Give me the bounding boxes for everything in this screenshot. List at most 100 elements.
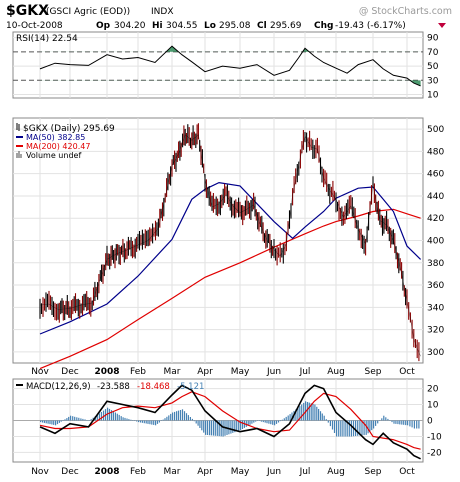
macd-histogram-bar (199, 420, 201, 428)
macd-histogram-bar (134, 420, 136, 421)
rsi-tick-label: 30 (427, 76, 439, 86)
month-label: Feb (130, 467, 146, 477)
macd-histogram-bar (318, 409, 320, 421)
macd-histogram-bar (395, 420, 397, 424)
macd-histogram-bar (331, 420, 334, 430)
macd-histogram-bar (208, 420, 211, 436)
macd-histogram-bar (43, 420, 45, 423)
macd-histogram-bar (56, 420, 59, 425)
macd-histogram-bar (363, 420, 365, 436)
macd-histogram-bar (306, 402, 309, 421)
macd-histogram-bar (116, 413, 118, 421)
macd-tick-label: -20 (427, 448, 442, 458)
rsi-tick-label: 10 (427, 90, 439, 100)
macd-histogram-bar (86, 420, 88, 421)
month-label: Jul (299, 367, 311, 377)
macd-histogram-bar (102, 410, 105, 421)
macd-histogram-bar (291, 412, 293, 421)
macd-histogram-bar (365, 420, 367, 435)
macd-histogram-bar (136, 420, 138, 422)
month-label: Mar (164, 367, 181, 377)
macd-histogram-bar (234, 420, 236, 433)
macd-histogram-bar (62, 420, 64, 421)
macd-histogram-bar (55, 420, 57, 426)
macd-histogram-bar (51, 420, 53, 425)
rsi-tick-label: 90 (427, 34, 439, 44)
symbol-description: (GSCI Agric (EOD)) (46, 7, 130, 17)
price-tick-label: 340 (427, 303, 444, 313)
price-tick-label: 300 (427, 348, 444, 358)
month-label: Jun (266, 367, 281, 377)
macd-histogram-bar (78, 417, 80, 421)
macd-histogram-bar (141, 420, 143, 423)
macd-histogram-bar (166, 416, 168, 421)
macd-histogram-bar (325, 419, 327, 421)
macd-histogram-bar (357, 420, 359, 436)
macd-histogram-bar (143, 420, 145, 424)
macd-histogram-bar (379, 420, 381, 421)
macd-hist-value: -5.121 (177, 382, 204, 392)
macd-histogram-bar (377, 420, 379, 424)
macd-histogram-bar (275, 420, 278, 424)
macd-histogram-bar (145, 420, 147, 424)
month-label: Sep (365, 467, 382, 477)
watermark: @ StockCharts.com (359, 6, 452, 17)
month-label: Sep (365, 367, 382, 377)
macd-tick-label: 0 (427, 417, 433, 427)
month-label: Apr (197, 467, 213, 477)
macd-histogram-bar (230, 420, 232, 434)
macd-histogram-bar (197, 420, 199, 426)
macd-histogram-bar (96, 414, 98, 421)
macd-histogram-bar (393, 420, 395, 424)
macd-histogram-bar (130, 419, 132, 421)
macd-histogram-bar (88, 420, 90, 421)
macd-tick-label: -10 (427, 432, 442, 442)
price-line (39, 134, 421, 357)
macd-histogram-bar (255, 420, 257, 422)
macd-histogram-bar (281, 419, 283, 421)
open-label: Op (96, 21, 111, 31)
price-tick-label: 320 (427, 326, 444, 336)
month-label: Jul (299, 467, 311, 477)
macd-histogram-bar (403, 420, 405, 425)
macd-histogram-bar (411, 420, 413, 428)
symbol-exchange: INDX (151, 7, 173, 17)
macd-histogram-bar (327, 420, 329, 423)
month-label: 2008 (94, 467, 119, 477)
macd-tick-label: 10 (427, 401, 439, 411)
macd-histogram-bar (176, 411, 178, 421)
month-label: Apr (197, 367, 213, 377)
rsi-tick-label: 50 (427, 62, 439, 72)
macd-histogram-bar (359, 420, 361, 436)
macd-histogram-bar (84, 419, 86, 421)
macd-histogram-bar (80, 418, 82, 421)
macd-histogram-bar (160, 420, 162, 421)
price-tick-label: 460 (427, 170, 444, 180)
macd-histogram-bar (76, 417, 78, 421)
macd-histogram-bar (212, 420, 214, 436)
macd-histogram-bar (74, 416, 76, 421)
macd-histogram-bar (110, 410, 113, 421)
macd-histogram-bar (147, 420, 149, 424)
price-tick-label: 380 (427, 259, 444, 269)
month-label: Aug (327, 467, 345, 477)
macd-histogram-bar (41, 420, 44, 423)
close-value: 295.69 (270, 21, 302, 31)
legend-price: $GKX (Daily) 295.69 (23, 124, 115, 134)
macd-histogram-bar (153, 420, 155, 425)
macd-histogram-bar (49, 420, 51, 425)
month-label: Mar (164, 467, 181, 477)
macd-histogram-bar (222, 420, 224, 437)
macd-histogram-bar (375, 420, 377, 426)
month-label: Oct (399, 467, 415, 477)
macd-histogram-bar (312, 403, 314, 421)
macd-histogram-bar (108, 408, 111, 421)
macd-histogram-bar (257, 420, 259, 421)
macd-histogram-bar (407, 420, 409, 426)
macd-histogram-bar (321, 413, 323, 421)
macd-histogram-bar (205, 420, 207, 435)
macd-histogram-bar (262, 420, 264, 423)
rsi-label: RSI(14) 22.54 (16, 34, 78, 44)
macd-histogram-bar (206, 420, 209, 435)
